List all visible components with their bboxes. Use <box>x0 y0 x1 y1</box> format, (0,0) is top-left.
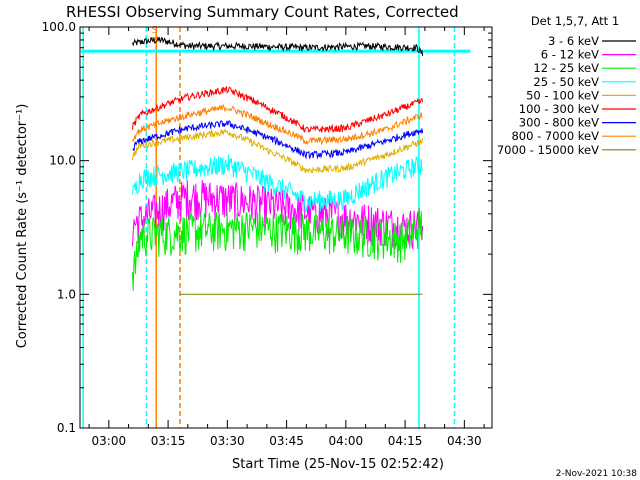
series-line-3 <box>132 154 424 213</box>
series-line-2 <box>132 209 424 291</box>
x-tick-label: 03:45 <box>269 434 304 448</box>
legend-label-3: 25 - 50 keV <box>533 75 599 89</box>
legend-label-0: 3 - 6 keV <box>548 34 599 48</box>
x-tick-label: 03:30 <box>210 434 245 448</box>
x-tick-label: 03:15 <box>151 434 186 448</box>
y-tick-label: 1.0 <box>57 287 76 301</box>
y-axis-label: Corrected Count Rate (s⁻¹ detector⁻¹) <box>15 104 30 349</box>
plot-area: S <box>81 25 471 428</box>
legend-label-4: 50 - 100 keV <box>526 88 599 102</box>
y-tick-label: 100.0 <box>42 20 76 34</box>
legend-label-8: 7000 - 15000 keV <box>497 143 599 157</box>
x-axis-label: Start Time (25-Nov-15 02:52:42) <box>232 457 444 472</box>
x-tick-label: 04:15 <box>388 434 423 448</box>
axes: 0.1 1.0 10.0 100.0 03:00 03:15 03:30 03:45 04:00… <box>42 20 493 448</box>
plot-clip-group <box>81 27 471 428</box>
x-tick-label: 04:00 <box>329 434 364 448</box>
legend-label-1: 6 - 12 keV <box>541 48 599 62</box>
annotation-0: S <box>151 25 157 36</box>
legend-header: Det 1,5,7, Att 1 <box>531 14 619 28</box>
footer-date: 2-Nov-2021 10:38 <box>556 469 638 479</box>
legend-label-6: 300 - 800 keV <box>519 116 599 130</box>
legend-label-7: 800 - 7000 keV <box>511 129 599 143</box>
plot-frame <box>79 26 493 429</box>
series-line-5 <box>132 86 424 134</box>
series-line-7 <box>132 103 423 145</box>
legend-label-5: 100 - 300 keV <box>519 102 599 116</box>
x-tick-label: 04:30 <box>447 434 482 448</box>
y-tick-label: 10.0 <box>49 154 76 168</box>
chart-title: RHESSI Observing Summary Count Rates, Co… <box>66 3 459 21</box>
y-tick-label: 0.1 <box>57 421 76 435</box>
legend-label-2: 12 - 25 keV <box>533 61 599 75</box>
x-tick-label: 03:00 <box>92 434 127 448</box>
series-line-0 <box>132 36 424 56</box>
series-line-6 <box>132 120 424 160</box>
series-line-4 <box>132 128 424 174</box>
